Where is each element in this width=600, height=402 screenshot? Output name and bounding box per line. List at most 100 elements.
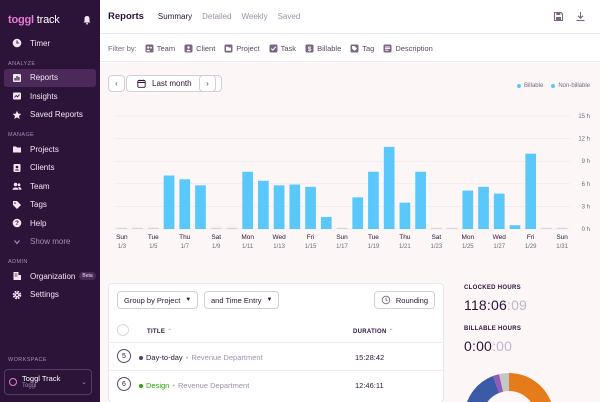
- column-header-title[interactable]: TITLE ⌃: [147, 328, 172, 335]
- filter-description[interactable]: Description: [383, 44, 433, 53]
- chevron-down-icon: ⌄: [81, 379, 87, 386]
- toggl-logo[interactable]: toggl track: [8, 14, 60, 26]
- sidebar-item-insights[interactable]: Insights: [4, 87, 96, 106]
- chart-bar[interactable]: [305, 186, 316, 229]
- next-period-button[interactable]: ›: [199, 75, 216, 92]
- table-row[interactable]: 6 Design • Revenue Department 12:46:11: [109, 370, 443, 398]
- x-tick-day: Tue: [368, 234, 379, 241]
- x-tick-day: Fri: [307, 234, 315, 241]
- sidebar-item-projects[interactable]: Projects: [4, 140, 96, 159]
- filter-project[interactable]: Project: [224, 43, 260, 53]
- filter-tag[interactable]: Tag: [350, 44, 374, 53]
- entry-count-badge[interactable]: 5: [117, 349, 131, 363]
- workspace-name: Toggl Track: [22, 374, 61, 383]
- logo-row: toggl track: [0, 0, 100, 30]
- chart-bar[interactable]: [242, 171, 254, 229]
- chart-bar[interactable]: [399, 202, 411, 229]
- sidebar-item-show-more[interactable]: Show more: [4, 233, 96, 252]
- filter-client[interactable]: Client: [184, 44, 215, 53]
- client-icon: [184, 44, 193, 52]
- chart-bar[interactable]: [320, 216, 332, 229]
- chart-bar[interactable]: [509, 225, 521, 229]
- x-tick-day: Thu: [179, 234, 191, 241]
- chart-bar[interactable]: [462, 190, 474, 229]
- sidebar-item-help[interactable]: ? Help: [4, 214, 96, 233]
- sidebar-item-tags[interactable]: Tags: [4, 196, 96, 215]
- clocked-hours-seconds: :09: [506, 297, 528, 313]
- workspace-org: Toggl: [22, 383, 37, 389]
- x-tick-date: 1/31: [556, 244, 568, 250]
- chart-bar[interactable]: [352, 197, 364, 229]
- y-tick-label: 15 h: [578, 114, 590, 120]
- chart-bar[interactable]: [415, 171, 426, 229]
- filter-task[interactable]: Task: [269, 44, 296, 53]
- sort-icon: ⌃: [388, 329, 394, 335]
- tab-summary[interactable]: Summary: [157, 12, 193, 21]
- project-name: Revenue Department: [178, 381, 250, 390]
- sidebar-item-organization[interactable]: Organization Beta: [4, 267, 96, 286]
- organization-icon: [13, 272, 21, 281]
- select-all-checkbox[interactable]: [117, 324, 129, 336]
- chart-bar[interactable]: [383, 146, 395, 229]
- sidebar-item-label: Reports: [30, 73, 59, 83]
- chart-bar[interactable]: [525, 153, 537, 229]
- x-tick-day: Thu: [399, 234, 411, 241]
- project-color-dot: [139, 355, 143, 360]
- date-range-label: Last month: [152, 79, 192, 88]
- tab-saved[interactable]: Saved: [277, 12, 301, 21]
- tag-icon: [350, 44, 359, 52]
- sidebar-item-timer[interactable]: Timer: [4, 34, 96, 53]
- filter-billable[interactable]: $ Billable: [305, 44, 341, 53]
- filter-bar: Filter by: Team Client Project Task $ Bi…: [100, 35, 600, 62]
- chart-bar[interactable]: [258, 180, 269, 229]
- x-tick-day: Wed: [272, 234, 286, 241]
- entry-name: Day-to-day: [146, 353, 183, 362]
- chart-bar[interactable]: [289, 184, 301, 229]
- workspace-switcher[interactable]: Toggl Track Toggl ⌄: [4, 369, 92, 395]
- sidebar-item-saved-reports[interactable]: Saved Reports: [4, 106, 96, 125]
- chart-bar[interactable]: [163, 175, 175, 229]
- chevron-left-icon: ‹: [115, 79, 118, 88]
- chart-bar[interactable]: [195, 185, 206, 229]
- column-header-label: TITLE: [147, 329, 166, 335]
- chart-bar[interactable]: [493, 193, 505, 229]
- save-icon[interactable]: [553, 11, 564, 22]
- chart-bar[interactable]: [368, 171, 379, 229]
- table-row[interactable]: 5 Day-to-day • Revenue Department 15:28:…: [109, 342, 443, 370]
- legend-non-billable[interactable]: Non-billable: [551, 83, 590, 89]
- chart-bar[interactable]: [478, 186, 489, 229]
- sidebar-item-clients[interactable]: Clients: [4, 159, 96, 178]
- legend-billable[interactable]: Billable: [516, 83, 543, 89]
- chevron-right-icon: ›: [206, 79, 209, 88]
- x-tick-day: Tue: [148, 234, 159, 241]
- filter-label: Project: [236, 43, 260, 53]
- clocked-hours-value: 118:06:09: [464, 297, 527, 313]
- x-tick-day: Fri: [527, 234, 535, 241]
- y-tick-label: 0 h: [582, 227, 590, 233]
- tab-weekly[interactable]: Weekly: [241, 12, 268, 21]
- x-tick-day: Mon: [461, 234, 474, 241]
- bar-baseline: [336, 227, 348, 229]
- chart-bar[interactable]: [273, 185, 285, 229]
- rounding-button[interactable]: Rounding: [373, 291, 435, 309]
- date-range-picker[interactable]: Last month: [126, 75, 222, 92]
- insights-icon: [13, 92, 21, 100]
- entry-count-badge[interactable]: 6: [117, 377, 131, 391]
- filter-team[interactable]: Team: [145, 44, 175, 53]
- download-icon[interactable]: [575, 11, 586, 22]
- sidebar-item-settings[interactable]: Settings: [4, 286, 96, 305]
- sidebar-item-reports[interactable]: Reports: [4, 68, 96, 87]
- group-by-select[interactable]: Group by Project ▼: [117, 291, 199, 309]
- bar-baseline: [226, 227, 238, 229]
- team-icon: [12, 183, 22, 191]
- prev-period-button[interactable]: ‹: [108, 75, 125, 92]
- tab-detailed[interactable]: Detailed: [202, 12, 232, 21]
- bell-icon[interactable]: [82, 15, 92, 25]
- column-header-duration[interactable]: DURATION ⌃: [353, 328, 394, 335]
- sidebar-item-team[interactable]: Team: [4, 177, 96, 196]
- billable-hours-main: 0:00: [464, 338, 493, 354]
- x-tick-day: Wed: [493, 234, 507, 241]
- subgroup-select[interactable]: and Time Entry ▼: [204, 291, 280, 309]
- tag-icon: [13, 200, 21, 209]
- chart-bar[interactable]: [179, 179, 191, 229]
